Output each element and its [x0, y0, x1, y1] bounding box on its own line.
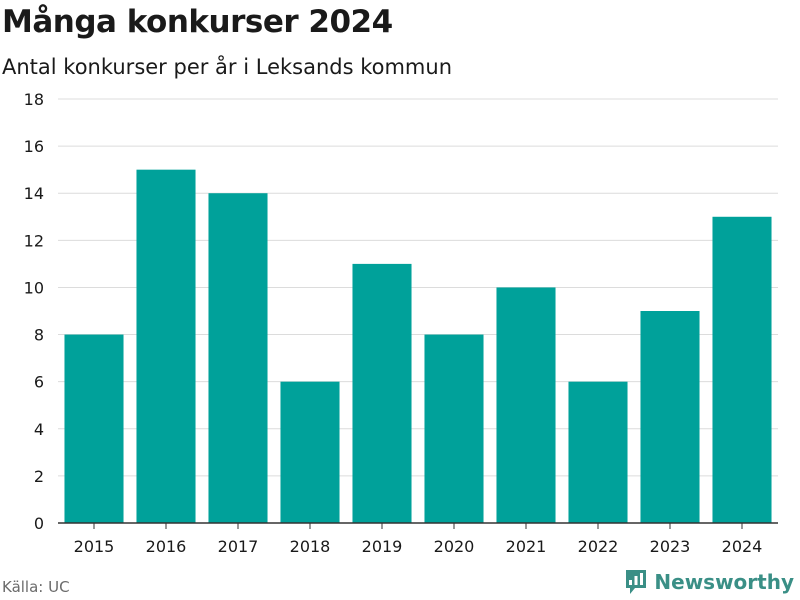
bar-2015	[64, 334, 124, 523]
x-tick-label: 2023	[650, 537, 691, 556]
x-tick-label: 2020	[434, 537, 475, 556]
y-tick-label: 16	[24, 137, 44, 156]
bar-2017	[208, 193, 268, 523]
x-tick-label: 2015	[74, 537, 115, 556]
y-tick-label: 4	[34, 420, 44, 439]
bar-2018	[280, 381, 340, 523]
x-tick-label: 2019	[362, 537, 403, 556]
x-tick-label: 2017	[218, 537, 259, 556]
brand-name: Newsworthy	[654, 570, 794, 594]
bar-2022	[568, 381, 628, 523]
bar-2019	[352, 263, 412, 523]
bar-2021	[496, 287, 556, 523]
x-tick-label: 2018	[290, 537, 331, 556]
y-tick-label: 10	[24, 278, 44, 297]
x-tick-label: 2022	[578, 537, 619, 556]
x-tick-label: 2016	[146, 537, 187, 556]
chart-subtitle: Antal konkurser per år i Leksands kommun	[2, 55, 453, 79]
source-note: Källa: UC	[2, 578, 70, 596]
y-tick-label: 12	[24, 231, 44, 250]
x-tick-label: 2024	[722, 537, 763, 556]
y-tick-label: 8	[34, 326, 44, 345]
brand-logo: Newsworthy	[624, 568, 794, 596]
x-tick-label: 2021	[506, 537, 547, 556]
y-tick-label: 18	[24, 90, 44, 109]
bar-2023	[640, 311, 700, 523]
bar-2020	[424, 334, 484, 523]
x-axis-ticks: 2015 2016 2017 2018 2019 2020 2021 2022 2023 2024	[74, 523, 763, 556]
bar-2024	[712, 216, 772, 523]
y-tick-label: 2	[34, 467, 44, 486]
newsworthy-logo-icon	[626, 570, 647, 594]
y-axis-ticks: 0 2 4 6 8 10 12 14 16 18	[24, 90, 44, 533]
bar-2016	[136, 169, 196, 523]
y-tick-label: 6	[34, 373, 44, 392]
bars	[64, 169, 772, 523]
y-tick-label: 0	[34, 514, 44, 533]
chart-title: Många konkurser 2024	[2, 4, 393, 40]
y-tick-label: 14	[24, 184, 44, 203]
